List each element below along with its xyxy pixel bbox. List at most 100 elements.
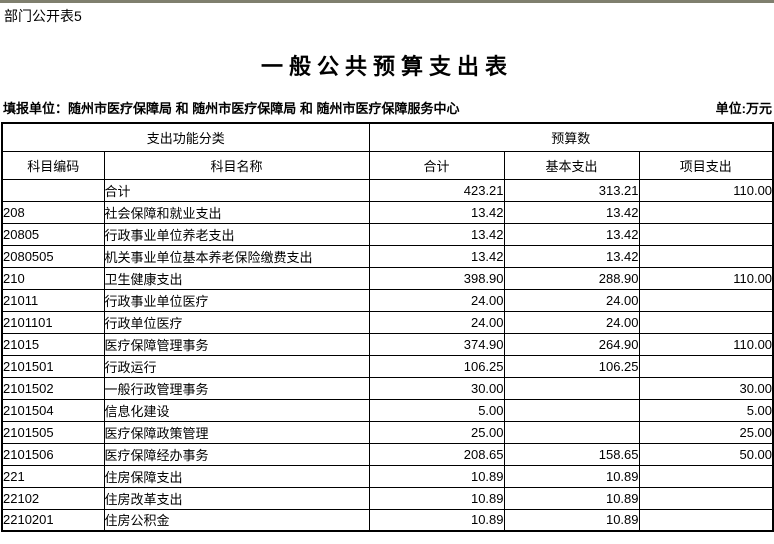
total-cell: 106.25 xyxy=(368,354,505,378)
total-cell: 13.42 xyxy=(368,222,505,246)
table-row: 2210201 住房公积金 10.89 10.89 xyxy=(1,508,774,532)
basic-expenditure-cell: 13.42 xyxy=(503,244,640,268)
table-row: 22102 住房改革支出 10.89 10.89 xyxy=(1,486,774,510)
unit-label: 单位:万元 xyxy=(715,101,772,116)
project-expenditure-cell xyxy=(638,244,774,268)
subject-code-cell: 221 xyxy=(1,464,105,488)
total-cell: 5.00 xyxy=(368,398,505,422)
subject-code-cell xyxy=(1,178,105,202)
header-group-row: 支出功能分类 预算数 xyxy=(1,122,774,152)
table-row: 2101506 医疗保障经办事务 208.65 158.65 50.00 xyxy=(1,442,774,466)
project-expenditure-cell xyxy=(638,200,774,224)
header-columns-row: 科目编码 科目名称 合计 基本支出 项目支出 xyxy=(1,150,774,180)
subject-name-cell: 住房改革支出 xyxy=(103,486,370,510)
basic-expenditure-cell: 24.00 xyxy=(503,310,640,334)
table-row: 208 社会保障和就业支出 13.42 13.42 xyxy=(1,200,774,224)
project-expenditure-cell: 30.00 xyxy=(638,376,774,400)
basic-expenditure-cell: 264.90 xyxy=(503,332,640,356)
total-cell: 398.90 xyxy=(368,266,505,290)
total-cell: 24.00 xyxy=(368,310,505,334)
subject-code-cell: 2210201 xyxy=(1,508,105,532)
table-row: 2101504 信息化建设 5.00 5.00 xyxy=(1,398,774,422)
table-row: 21015 医疗保障管理事务 374.90 264.90 110.00 xyxy=(1,332,774,356)
subject-code-cell: 2080505 xyxy=(1,244,105,268)
subject-code-cell: 2101502 xyxy=(1,376,105,400)
total-cell: 208.65 xyxy=(368,442,505,466)
subject-code-cell: 210 xyxy=(1,266,105,290)
project-expenditure-cell: 50.00 xyxy=(638,442,774,466)
table-row: 2101502 一般行政管理事务 30.00 30.00 xyxy=(1,376,774,400)
basic-expenditure-cell: 13.42 xyxy=(503,222,640,246)
total-cell: 13.42 xyxy=(368,200,505,224)
project-expenditure-cell xyxy=(638,310,774,334)
page-title: 一般公共预算支出表 xyxy=(260,54,513,79)
total-cell: 24.00 xyxy=(368,288,505,312)
project-expenditure-cell: 110.00 xyxy=(638,266,774,290)
header-basic-expenditure: 基本支出 xyxy=(503,150,640,180)
budget-table: 支出功能分类 预算数 科目编码 科目名称 合计 基本支出 项目支出 合计 423.… xyxy=(1,122,774,532)
subject-name-cell: 行政单位医疗 xyxy=(103,310,370,334)
subject-code-cell: 2101506 xyxy=(1,442,105,466)
basic-expenditure-cell: 10.89 xyxy=(503,486,640,510)
total-cell: 25.00 xyxy=(368,420,505,444)
subject-name-cell: 行政事业单位养老支出 xyxy=(103,222,370,246)
subject-name-cell: 医疗保障管理事务 xyxy=(103,332,370,356)
subject-name-cell: 社会保障和就业支出 xyxy=(103,200,370,224)
total-cell: 423.21 xyxy=(368,178,505,202)
table-row: 221 住房保障支出 10.89 10.89 xyxy=(1,464,774,488)
basic-expenditure-cell: 313.21 xyxy=(503,178,640,202)
table-row: 合计 423.21 313.21 110.00 xyxy=(1,178,774,202)
basic-expenditure-cell: 158.65 xyxy=(503,442,640,466)
basic-expenditure-cell: 288.90 xyxy=(503,266,640,290)
header-subject-name: 科目名称 xyxy=(103,150,370,180)
project-expenditure-cell: 110.00 xyxy=(638,178,774,202)
project-expenditure-cell xyxy=(638,354,774,378)
window-top-divider xyxy=(0,0,774,3)
subject-code-cell: 21015 xyxy=(1,332,105,356)
basic-expenditure-cell xyxy=(503,398,640,422)
subject-name-cell: 行政运行 xyxy=(103,354,370,378)
subject-code-cell: 22102 xyxy=(1,486,105,510)
total-cell: 10.89 xyxy=(368,508,505,532)
header-budget-group: 预算数 xyxy=(368,122,774,152)
basic-expenditure-cell: 13.42 xyxy=(503,200,640,224)
total-cell: 10.89 xyxy=(368,464,505,488)
subject-name-cell: 行政事业单位医疗 xyxy=(103,288,370,312)
header-project-expenditure: 项目支出 xyxy=(638,150,774,180)
subject-code-cell: 208 xyxy=(1,200,105,224)
subject-name-cell: 医疗保障政策管理 xyxy=(103,420,370,444)
table-row: 2101101 行政单位医疗 24.00 24.00 xyxy=(1,310,774,334)
subject-code-cell: 2101501 xyxy=(1,354,105,378)
basic-expenditure-cell xyxy=(503,376,640,400)
total-cell: 10.89 xyxy=(368,486,505,510)
project-expenditure-cell xyxy=(638,486,774,510)
reporting-unit: 填报单位：随州市医疗保障局 和 随州市医疗保障局 和 随州市医疗保障服务中心 xyxy=(3,101,460,116)
subject-code-cell: 21011 xyxy=(1,288,105,312)
subject-name-cell: 医疗保障经办事务 xyxy=(103,442,370,466)
project-expenditure-cell: 25.00 xyxy=(638,420,774,444)
total-cell: 13.42 xyxy=(368,244,505,268)
subject-name-cell: 卫生健康支出 xyxy=(103,266,370,290)
basic-expenditure-cell xyxy=(503,420,640,444)
project-expenditure-cell xyxy=(638,508,774,532)
table-row: 210 卫生健康支出 398.90 288.90 110.00 xyxy=(1,266,774,290)
subject-name-cell: 信息化建设 xyxy=(103,398,370,422)
basic-expenditure-cell: 10.89 xyxy=(503,464,640,488)
subject-name-cell: 住房保障支出 xyxy=(103,464,370,488)
project-expenditure-cell xyxy=(638,288,774,312)
project-expenditure-cell xyxy=(638,464,774,488)
subject-code-cell: 20805 xyxy=(1,222,105,246)
subject-code-cell: 2101504 xyxy=(1,398,105,422)
project-expenditure-cell: 110.00 xyxy=(638,332,774,356)
table-row: 21011 行政事业单位医疗 24.00 24.00 xyxy=(1,288,774,312)
subject-name-cell: 合计 xyxy=(103,178,370,202)
project-expenditure-cell: 5.00 xyxy=(638,398,774,422)
table-body: 合计 423.21 313.21 110.00 208 社会保障和就业支出 13.42 13.… xyxy=(1,178,774,532)
subject-name-cell: 一般行政管理事务 xyxy=(103,376,370,400)
project-expenditure-cell xyxy=(638,222,774,246)
table-row: 20805 行政事业单位养老支出 13.42 13.42 xyxy=(1,222,774,246)
total-cell: 374.90 xyxy=(368,332,505,356)
table-row: 2101505 医疗保障政策管理 25.00 25.00 xyxy=(1,420,774,444)
header-function-group: 支出功能分类 xyxy=(1,122,370,152)
sheet-label: 部门公开表5 xyxy=(4,8,82,24)
